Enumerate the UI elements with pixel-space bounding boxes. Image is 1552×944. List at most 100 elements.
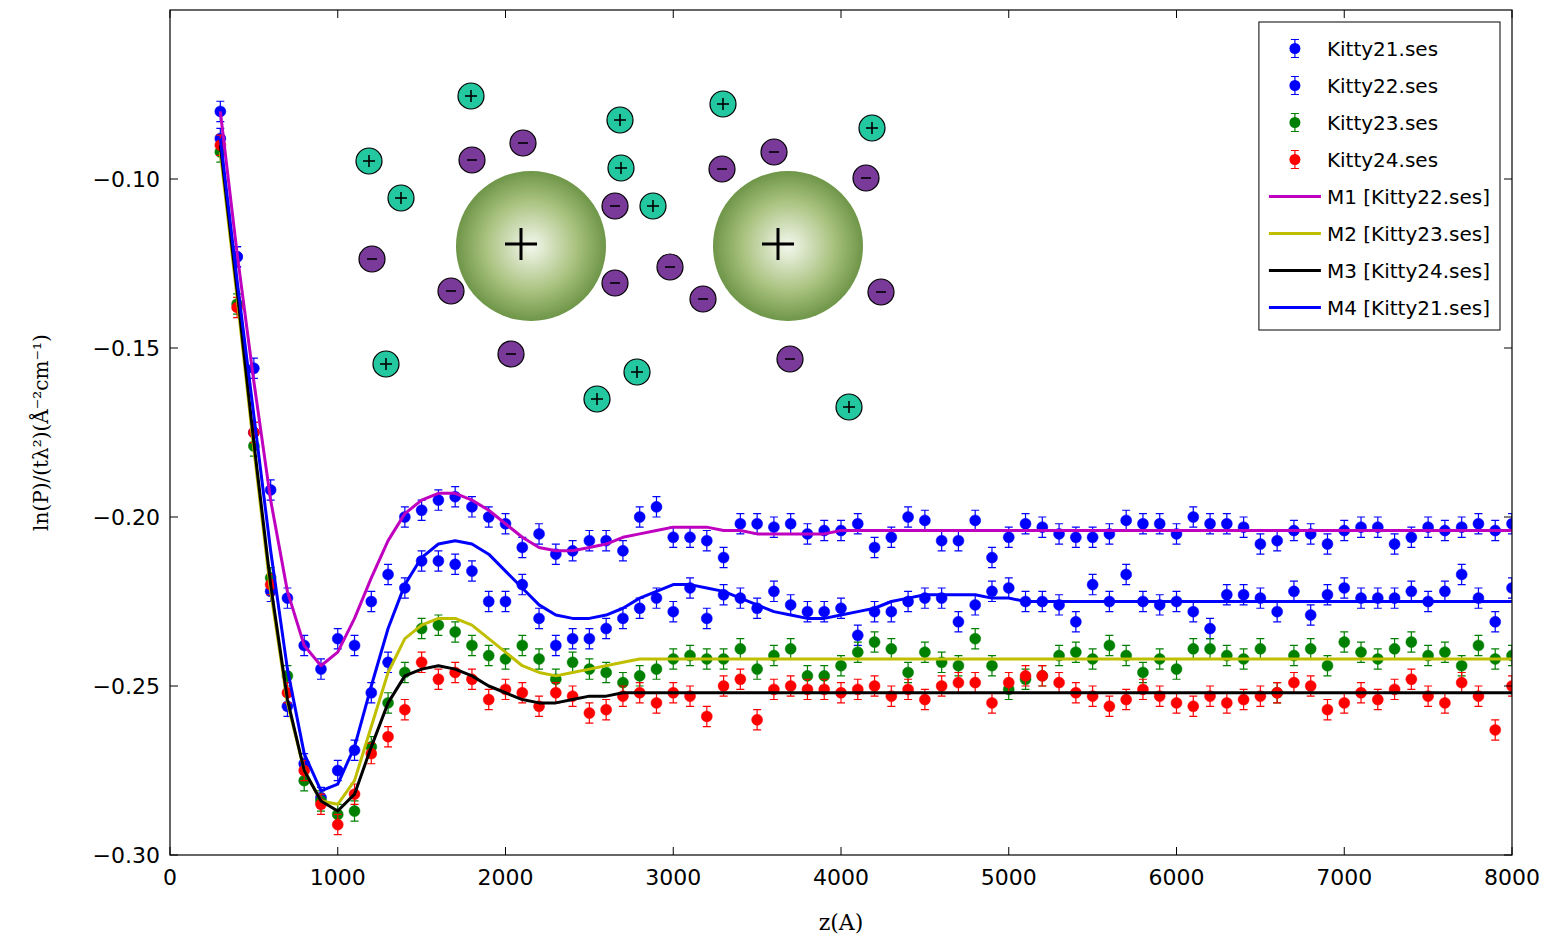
data-point [1439,697,1450,708]
x-tick-label: 8000 [1484,865,1540,890]
x-tick-label: 2000 [478,865,534,890]
data-point [718,552,729,563]
sign-bar [698,298,708,300]
data-point [500,596,511,607]
data-point [332,819,343,830]
data-point [1389,539,1400,550]
data-point [685,532,696,543]
data-point [1406,637,1417,648]
data-point [1305,643,1316,654]
data-point [701,613,712,624]
co-ion [709,156,735,182]
data-point [383,569,394,580]
data-point [886,606,897,617]
data-point [919,515,930,526]
data-point [735,643,746,654]
data-point [953,535,964,546]
data-point [752,518,763,529]
data-point [1171,664,1182,675]
data-point [970,633,981,644]
data-point [634,512,645,523]
data-point [617,613,628,624]
data-point [869,637,880,648]
data-point [517,542,528,553]
data-point [1439,647,1450,658]
data-point [1205,623,1216,634]
counter-ion [608,155,634,181]
data-point [1087,532,1098,543]
data-point [903,512,914,523]
counter-ion [458,83,484,109]
data-point [483,650,494,661]
data-point [1339,582,1350,593]
legend-line [1269,232,1321,235]
x-tick [673,10,674,855]
data-point [1322,589,1333,600]
data-point [617,545,628,556]
co-ion [602,193,628,219]
data-point [1322,704,1333,715]
data-point [1255,643,1266,654]
co-ion [438,278,464,304]
data-point [1490,616,1501,627]
data-point [718,681,729,692]
y-tick [170,517,1512,518]
co-ion [868,279,894,305]
sign-bar [520,228,523,260]
data-point [752,664,763,675]
x-tick [337,10,338,855]
data-point [1070,532,1081,543]
data-point [768,586,779,597]
data-point [349,806,360,817]
co-ion [761,139,787,165]
data-point [450,626,461,637]
legend-marker [1289,80,1300,91]
data-point [886,532,897,543]
data-point [1339,697,1350,708]
data-point [1322,539,1333,550]
sign-bar [367,258,377,260]
data-point [1272,535,1283,546]
data-point [1238,694,1249,705]
sign-bar [861,177,871,179]
data-point [1121,569,1132,580]
data-point [634,603,645,614]
data-point [1507,518,1513,529]
legend-label: Kitty22.ses [1327,74,1438,98]
legend-label: Kitty23.ses [1327,111,1438,135]
co-ion [777,346,803,372]
co-ion [498,341,524,367]
counter-ion [710,91,736,117]
data-point [1288,586,1299,597]
y-tick-label: −0.20 [93,505,160,530]
data-point [366,596,377,607]
data-point [634,670,645,681]
y-tick-label: −0.30 [93,843,160,868]
data-point [735,518,746,529]
data-point [567,633,578,644]
data-point [450,559,461,570]
y-tick [170,686,1512,687]
sign-bar [610,282,620,284]
data-point [1020,670,1031,681]
counter-ion [836,394,862,420]
sign-bar [717,168,727,170]
data-point [1037,670,1048,681]
data-point [1456,660,1467,671]
data-point [483,596,494,607]
data-point [1221,697,1232,708]
data-point [986,552,997,563]
counter-ion [859,115,885,141]
data-point [1439,586,1450,597]
data-point [466,640,477,651]
data-point [1104,701,1115,712]
data-point [534,653,545,664]
data-point [534,528,545,539]
sign-bar [518,142,528,144]
data-point [701,711,712,722]
data-point [919,647,930,658]
x-tick-label: 4000 [813,865,869,890]
data-point [1372,694,1383,705]
counter-ion [356,148,382,174]
legend-line [1269,306,1321,309]
